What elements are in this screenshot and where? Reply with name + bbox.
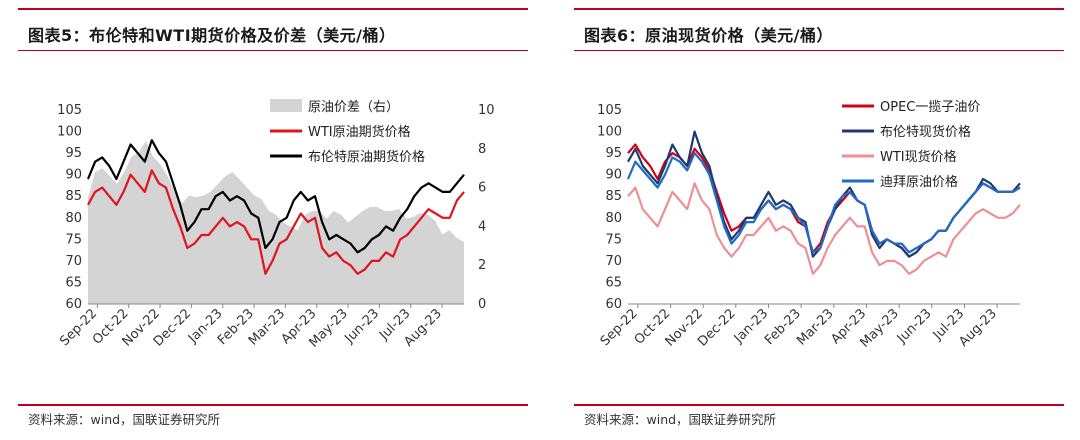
y-tick-label: 80 (605, 211, 622, 226)
legend-label: 布伦特原油期货价格 (308, 149, 425, 165)
y-tick-label: 85 (605, 189, 622, 204)
x-tick-label: Jun-23 (342, 306, 383, 347)
y-tick-label: 85 (65, 189, 82, 204)
y-tick-label: 95 (605, 146, 622, 161)
y2-tick-label: 10 (478, 103, 495, 118)
spot-chart: 6065707580859095100105Sep-22Oct-22Nov-22… (597, 99, 1021, 351)
y2-tick-label: 4 (478, 219, 486, 234)
title-rule (574, 50, 1064, 51)
source-note: 资料来源：wind，国联证券研究所 (28, 412, 221, 427)
legend-label: WTI原油期货价格 (308, 124, 411, 140)
y-tick-label: 100 (597, 125, 622, 140)
y-tick-label: 70 (65, 254, 82, 269)
series-line-2 (86, 139, 465, 254)
y2-tick-label: 8 (478, 142, 486, 157)
bottom-rule (18, 404, 528, 406)
x-tick-label: Sep-22 (598, 306, 641, 349)
y-tick-label: 90 (605, 168, 622, 183)
y-tick-label: 70 (605, 254, 622, 269)
y-tick-label: 65 (605, 275, 622, 290)
y-tick-label: 75 (65, 232, 82, 247)
y-tick-label: 75 (605, 232, 622, 247)
legend-label: 迪拜原油价格 (880, 174, 958, 190)
y-tick-label: 100 (57, 125, 82, 140)
series-area-spread (88, 141, 464, 304)
y2-tick-label: 6 (478, 181, 486, 196)
y-tick-label: 60 (65, 297, 82, 312)
x-tick-label: Mar-23 (794, 306, 836, 348)
series-line-1 (87, 169, 465, 275)
chart-title: 图表5：布伦特和WTI期货价格及价差（美元/桶） (28, 26, 396, 45)
top-rule (574, 8, 1064, 10)
top-rule (18, 8, 528, 10)
legend-label: 布伦特现货价格 (880, 124, 971, 140)
legend-label: 原油价差（右） (308, 100, 399, 115)
y2-tick-label: 2 (478, 258, 486, 273)
futures-chart: 60657075808590951001050246810Sep-22Oct-2… (57, 99, 495, 351)
x-tick-label: Jun-23 (894, 306, 935, 347)
chart-title: 图表6：原油现货价格（美元/桶） (584, 26, 833, 45)
y-tick-label: 105 (57, 103, 82, 118)
series-line-2 (627, 182, 1021, 275)
y-tick-label: 65 (65, 275, 82, 290)
legend-label: WTI现货价格 (880, 149, 957, 165)
legend-swatch (270, 99, 302, 112)
x-tick-label: Sep-22 (57, 306, 100, 349)
panel-brent-wti-futures: 图表5：布伦特和WTI期货价格及价差（美元/桶） 60 65 70 75 80 85 90 9… (18, 8, 528, 427)
legend-label: OPEC一揽子油价 (880, 99, 980, 115)
panel-spot-prices: 图表6：原油现货价格（美元/桶） 60 65 70 75 80 85 90 95 100 105 S… (556, 0, 1076, 440)
y-tick-label: 80 (65, 211, 82, 226)
source-note: 资料来源：wind，国联证券研究所 (584, 412, 777, 427)
bottom-rule (574, 404, 1064, 406)
y-tick-label: 95 (65, 146, 82, 161)
series-line-3 (626, 151, 1021, 254)
y-tick-label: 60 (605, 297, 622, 312)
y-tick-label: 105 (597, 103, 622, 118)
title-rule (18, 50, 528, 51)
y-tick-label: 90 (65, 168, 82, 183)
y2-tick-label: 0 (478, 297, 486, 312)
